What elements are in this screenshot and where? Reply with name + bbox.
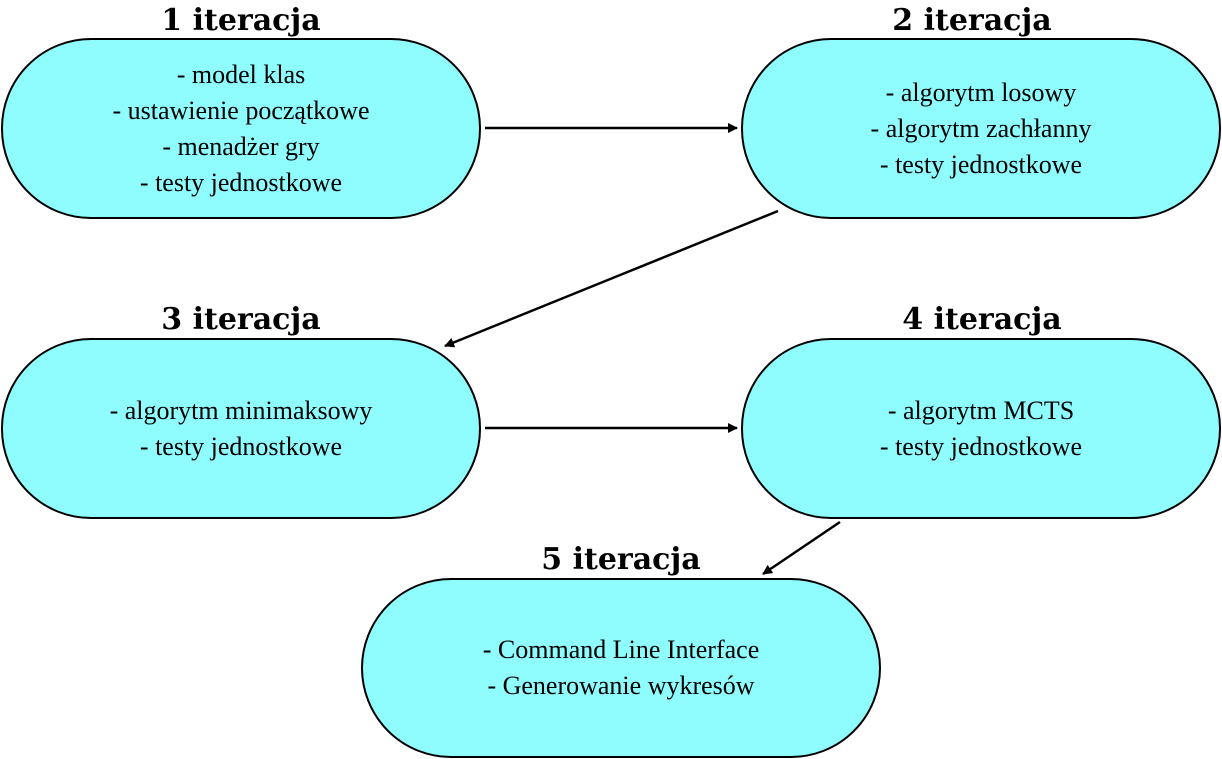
iteration-4-item: - testy jednostkowe [879, 431, 1083, 461]
iteration-3-item: - algorytm minimaksowy [109, 395, 373, 425]
iteration-1-title: 1 iteracja [161, 3, 321, 38]
iteration-1-node: - model klas - ustawienie początkowe - m… [1, 38, 481, 219]
iteration-5-item: - Command Line Interface [482, 635, 760, 664]
iteration-2-node: - algorytm losowy - algorytm zachłanny -… [741, 38, 1221, 219]
iteration-1-item: - menadżer gry [162, 131, 320, 161]
iteration-3-node: - algorytm minimaksowy - testy jednostko… [1, 338, 481, 519]
iteration-4-item: - algorytm MCTS [887, 395, 1075, 425]
iteration-5-item: - Generowanie wykresów [487, 671, 755, 700]
iteration-2-item: - algorytm zachłanny [870, 113, 1092, 143]
iteration-2-title: 2 iteracja [892, 3, 1052, 38]
iteration-2-item: - testy jednostkowe [879, 149, 1083, 179]
arrow-4-to-5 [762, 520, 841, 576]
iteration-1-item: - model klas [176, 59, 306, 89]
iteration-4-title: 4 iteracja [902, 302, 1062, 337]
iteration-5-node: - Command Line Interface - Generowanie w… [361, 578, 881, 758]
iteration-5-title: 5 iteracja [541, 542, 701, 577]
iteration-1-item: - ustawienie początkowe [112, 95, 370, 125]
iteration-3-title: 3 iteracja [161, 302, 321, 337]
iteration-4-node: - algorytm MCTS - testy jednostkowe [741, 338, 1221, 519]
iteration-3-item: - testy jednostkowe [139, 431, 343, 461]
iteration-2-item: - algorytm losowy [885, 77, 1077, 107]
iteration-1-item: - testy jednostkowe [139, 167, 343, 197]
arrow-2-to-3 [444, 209, 779, 348]
